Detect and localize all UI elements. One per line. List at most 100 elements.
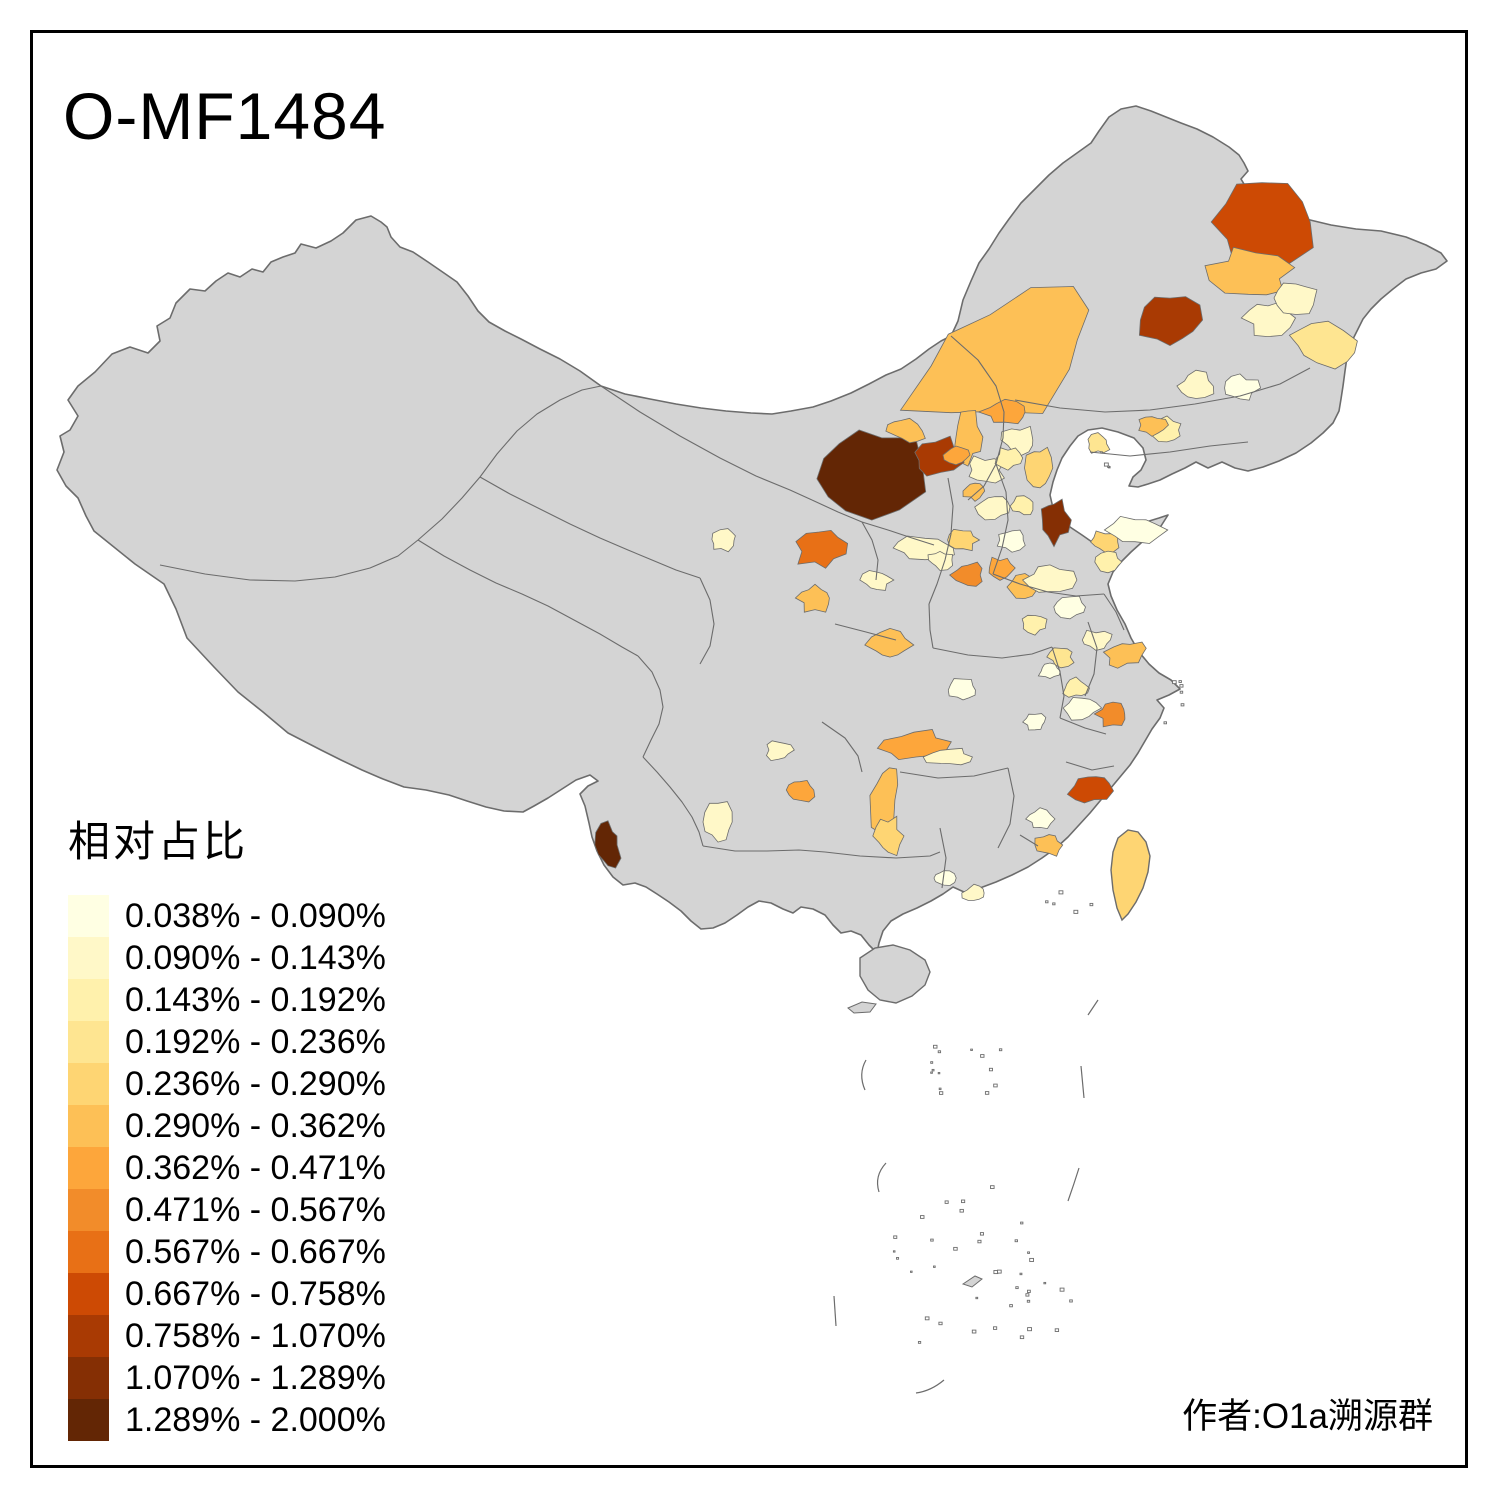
island-dot — [933, 1044, 938, 1049]
prefecture-region — [962, 482, 986, 502]
prefecture-region — [1103, 515, 1169, 544]
prefecture-region — [1022, 713, 1047, 731]
prefecture-region — [914, 435, 965, 477]
legend-swatch — [68, 979, 109, 1021]
island-dot — [1179, 684, 1184, 688]
island-dot — [930, 1061, 934, 1064]
island-dot — [1103, 462, 1109, 467]
island-dot — [1107, 465, 1110, 468]
legend-swatch — [68, 1231, 109, 1273]
prefecture-region — [1288, 320, 1358, 370]
prefecture-region — [949, 561, 983, 587]
island-dot — [1015, 1286, 1019, 1290]
island-dot — [931, 1068, 935, 1072]
island-dot — [1059, 1287, 1065, 1292]
prefecture-region — [1210, 182, 1314, 265]
legend-swatch — [68, 937, 109, 979]
legend-swatch — [68, 1273, 109, 1315]
prefecture-region — [816, 429, 927, 521]
legend: 相对占比 0.038% - 0.090% 0.090% - 0.143% 0.143… — [68, 808, 386, 1441]
legend-bin-label: 1.070% - 1.289% — [125, 1359, 386, 1397]
prefecture-region — [994, 447, 1024, 471]
island-dot — [933, 1265, 936, 1268]
island-dot — [1178, 680, 1182, 683]
prefecture-regions — [594, 182, 1358, 901]
island-dot — [1043, 1281, 1047, 1285]
island-dot — [930, 1071, 933, 1074]
prefecture-region — [885, 417, 926, 444]
prefecture-region — [1224, 373, 1262, 401]
island-dot — [1009, 1304, 1013, 1308]
island-dot — [990, 1185, 995, 1189]
island-dot — [1019, 1335, 1025, 1340]
legend-bin-label: 0.290% - 0.362% — [125, 1107, 386, 1145]
island-dot — [1163, 721, 1167, 725]
island-dot — [938, 1321, 943, 1326]
island-dot — [970, 1048, 973, 1051]
island-dot — [1014, 1239, 1018, 1243]
prefecture-region — [1062, 676, 1090, 698]
legend-swatch — [68, 1147, 109, 1189]
legend-swatch — [68, 1021, 109, 1063]
plot-title: O-MF1484 — [63, 79, 387, 153]
prefecture-region — [1204, 246, 1296, 296]
island-dot — [939, 1091, 944, 1095]
attribution-text: 作者:O1a溯源群 — [1182, 1397, 1433, 1436]
island-dot — [937, 1072, 941, 1075]
province-borders — [159, 335, 1311, 889]
legend-swatch — [68, 1399, 109, 1441]
legend-row: 0.362% - 0.471% — [68, 1147, 386, 1189]
island-dot — [961, 1199, 966, 1204]
island-dot — [1020, 1221, 1024, 1225]
island-dot — [1027, 1251, 1030, 1254]
sea-reef-arcs — [833, 999, 1099, 1394]
prefecture-region — [1062, 697, 1103, 721]
legend-row: 0.236% - 0.290% — [68, 1063, 386, 1105]
island-dot — [977, 1239, 982, 1244]
legend-swatch — [68, 1105, 109, 1147]
legend-row: 0.290% - 0.362% — [68, 1105, 386, 1147]
legend-row: 0.192% - 0.236% — [68, 1021, 386, 1063]
island-dot — [975, 1296, 979, 1300]
island-dot — [1179, 690, 1184, 694]
prefecture-region — [947, 678, 976, 701]
legend-bin-label: 0.038% - 0.090% — [125, 897, 386, 935]
prefecture-region — [711, 528, 736, 553]
island-dot — [1180, 703, 1185, 707]
island-dot — [1089, 902, 1094, 907]
prefecture-region — [864, 627, 915, 658]
prefecture-region — [974, 496, 1011, 521]
island-dot — [1100, 451, 1103, 454]
prefecture-region — [1138, 296, 1204, 347]
sea-islets — [847, 1001, 983, 1288]
legend-row: 0.758% - 1.070% — [68, 1315, 386, 1357]
legend-row: 0.667% - 0.758% — [68, 1273, 386, 1315]
island-dot — [1172, 680, 1177, 685]
island-dot — [1045, 900, 1049, 904]
legend-row: 0.567% - 0.667% — [68, 1231, 386, 1273]
prefecture-region — [1176, 369, 1215, 399]
prefecture-region — [794, 583, 830, 613]
prefecture-region — [1087, 432, 1111, 454]
prefecture-region — [1021, 614, 1048, 636]
prefecture-region — [899, 286, 1090, 414]
legend-bin-label: 1.289% - 2.000% — [125, 1401, 386, 1439]
prefecture-region — [1094, 550, 1123, 574]
legend-bin-label: 0.236% - 0.290% — [125, 1065, 386, 1103]
legend-row: 0.143% - 0.192% — [68, 979, 386, 1021]
legend-bin-label: 0.362% - 0.471% — [125, 1149, 386, 1187]
island-dot — [892, 1250, 896, 1253]
legend-row: 0.038% - 0.090% — [68, 895, 386, 937]
legend-bin-label: 0.471% - 0.567% — [125, 1191, 386, 1229]
legend-row: 0.471% - 0.567% — [68, 1189, 386, 1231]
island-dot — [953, 1246, 958, 1251]
south-china-sea-islands — [892, 451, 1185, 1344]
island-dot — [993, 1326, 998, 1330]
prefecture-region — [1040, 498, 1072, 548]
prefecture-region — [1102, 641, 1147, 669]
legend-title: 相对占比 — [68, 818, 249, 865]
island-dot — [988, 1067, 993, 1072]
island-dot — [997, 1269, 1002, 1274]
legend-row: 1.070% - 1.289% — [68, 1357, 386, 1399]
